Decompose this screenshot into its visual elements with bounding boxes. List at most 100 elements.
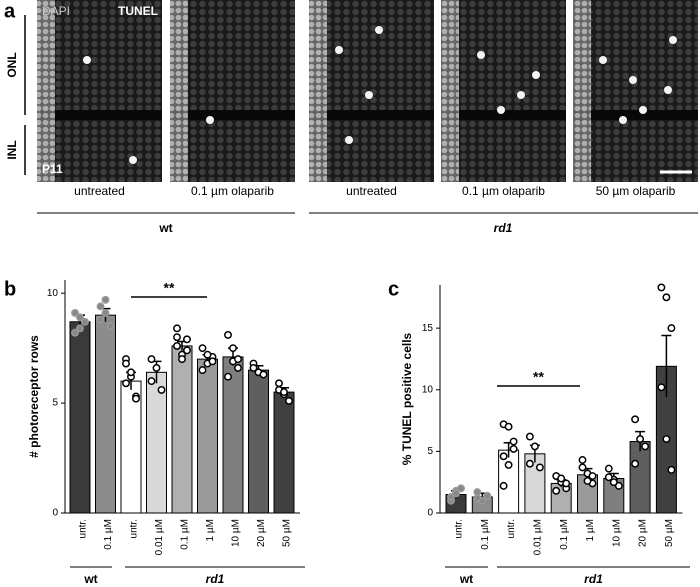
group-label: wt (158, 221, 172, 235)
tunel-spot (83, 56, 91, 64)
caption: untreated (346, 184, 397, 198)
data-point (530, 442, 539, 451)
data-point (578, 463, 587, 472)
data-point (525, 432, 534, 441)
micrograph (170, 0, 295, 182)
data-point (285, 396, 293, 405)
tunel-spot (669, 36, 677, 44)
bar (146, 371, 167, 514)
data-point (509, 437, 518, 446)
data-point (198, 344, 207, 353)
data-point (604, 473, 613, 482)
tunel-spot (639, 106, 647, 114)
bar (69, 321, 91, 514)
channel-label: DAPI (42, 4, 70, 18)
x-tick-label: untr. (129, 519, 140, 538)
data-point (224, 372, 232, 381)
x-tick-label: 0.1 µM (180, 519, 191, 550)
data-point (662, 435, 671, 444)
data-point (106, 322, 115, 331)
x-tick-label: 1 µM (585, 519, 596, 541)
data-point (76, 313, 84, 322)
x-tick-label: 0.01 µM (533, 519, 544, 555)
data-point (631, 459, 640, 468)
tunel-spot (599, 56, 607, 64)
y-tick-label: 5 (427, 446, 433, 457)
data-point (122, 379, 130, 388)
data-point (71, 328, 79, 337)
y-axis-title: # photoreceptor rows (27, 335, 41, 458)
layer-label: ONL (5, 52, 19, 77)
x-tick-label: 10 µM (611, 519, 622, 547)
data-point (229, 344, 237, 353)
dapi-strip (573, 0, 591, 182)
error-bar (661, 334, 672, 398)
data-point (562, 479, 571, 488)
tunel-spot (497, 106, 505, 114)
data-point (447, 493, 455, 501)
data-point (609, 478, 618, 487)
band (170, 110, 295, 120)
data-point (249, 363, 258, 372)
data-point (483, 491, 492, 500)
data-point (173, 333, 181, 342)
data-point (173, 341, 181, 350)
y-tick-label: 0 (52, 508, 58, 519)
data-point (71, 309, 79, 317)
data-point (452, 489, 460, 498)
data-point (557, 474, 566, 483)
tunel-spot (375, 26, 383, 34)
x-tick-label: 20 µM (638, 519, 649, 547)
data-point (499, 452, 508, 461)
data-point (259, 370, 268, 379)
data-point (275, 379, 283, 388)
data-point (132, 394, 140, 403)
data-point (641, 442, 650, 451)
x-tick-label: untr. (506, 519, 517, 538)
significance: ** (164, 280, 175, 296)
panel-label: c (388, 278, 399, 300)
data-point (76, 324, 84, 333)
x-tick-label: 0.1 µM (559, 519, 570, 550)
data-point (525, 459, 534, 468)
data-point (552, 486, 561, 495)
data-point (631, 415, 640, 424)
band (441, 110, 566, 120)
tunel-spot (517, 91, 525, 99)
bar (95, 314, 116, 514)
data-point (183, 346, 191, 355)
data-point (457, 484, 465, 493)
x-tick-label: 50 µM (282, 519, 293, 547)
data-point (152, 363, 161, 372)
layer-label: INL (5, 140, 19, 159)
data-point (178, 355, 186, 364)
data-point (614, 481, 623, 490)
tunel-spot (335, 46, 343, 54)
panel-label: b (4, 278, 16, 300)
data-point (224, 331, 232, 339)
data-point (504, 422, 513, 431)
micrograph (37, 0, 162, 182)
data-point (101, 309, 110, 317)
data-point (657, 383, 666, 392)
dapi-strip (441, 0, 459, 182)
tunel-spot (206, 116, 214, 124)
bar (248, 369, 269, 514)
bar (197, 358, 218, 514)
group-label: rd1 (494, 221, 513, 235)
data-point (208, 357, 217, 366)
band (573, 110, 698, 120)
caption: untreated (74, 184, 125, 198)
data-point (657, 283, 666, 292)
data-point (122, 359, 130, 368)
data-point (535, 463, 544, 472)
x-tick-label: 0.1 µM (103, 519, 114, 550)
channel-label: TUNEL (118, 4, 158, 18)
data-point (578, 456, 587, 464)
data-point (147, 355, 156, 364)
data-point (667, 465, 676, 474)
significance: ** (533, 369, 544, 385)
data-point (636, 435, 645, 444)
y-tick-label: 10 (422, 384, 434, 395)
group-label: wt (83, 572, 97, 586)
